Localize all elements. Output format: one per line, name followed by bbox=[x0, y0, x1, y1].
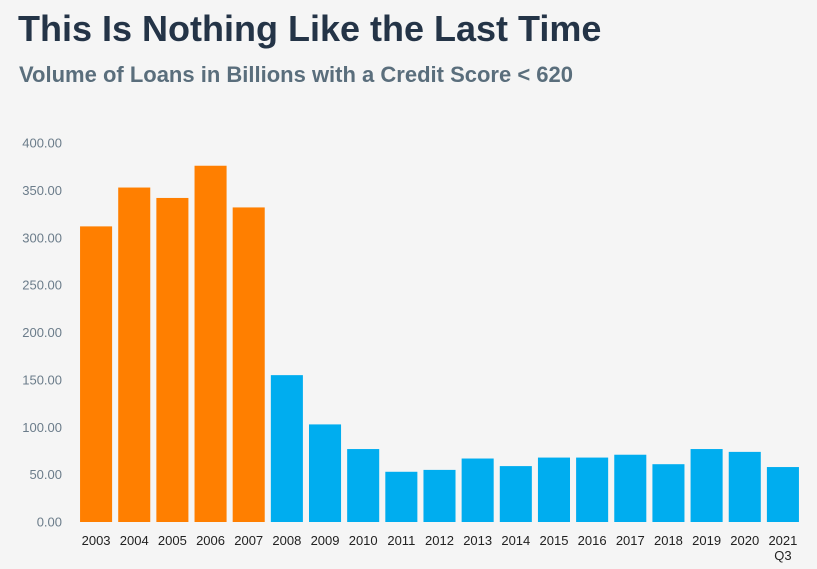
bar-2016 bbox=[576, 457, 609, 522]
bar-2019 bbox=[690, 449, 723, 522]
x-tick-label: 2003 bbox=[82, 533, 111, 548]
x-tick-label: 2020 bbox=[730, 533, 759, 548]
bar-2005 bbox=[156, 197, 189, 522]
bar-2009 bbox=[309, 424, 342, 522]
chart-title: This Is Nothing Like the Last Time bbox=[18, 8, 602, 49]
y-axis: 0.00 50.00 100.00 150.00 200.00 250.00 300.00 3… bbox=[22, 136, 62, 530]
bar-2011 bbox=[385, 471, 418, 522]
y-tick-label: 0.00 bbox=[37, 515, 62, 530]
x-tick-label: 2013 bbox=[463, 533, 492, 548]
y-tick-label: 100.00 bbox=[22, 420, 62, 435]
x-tick-label: 2018 bbox=[654, 533, 683, 548]
x-tick-label: 2008 bbox=[272, 533, 301, 548]
x-tick-label: 2012 bbox=[425, 533, 454, 548]
y-tick-label: 150.00 bbox=[22, 372, 62, 387]
x-tick-label: 2005 bbox=[158, 533, 187, 548]
x-axis: 2003 2004 2005 2006 2007 2008 2009 2010 2011 2012… bbox=[82, 533, 798, 563]
y-tick-label: 400.00 bbox=[22, 136, 62, 151]
x-tick-label: 2021 Q3 bbox=[768, 533, 797, 563]
bar-2008 bbox=[270, 375, 303, 522]
x-tick-label: 2011 bbox=[387, 533, 415, 548]
x-tick-label: 2006 bbox=[196, 533, 225, 548]
x-tick-label: 2010 bbox=[349, 533, 378, 548]
x-tick-label: 2009 bbox=[311, 533, 340, 548]
y-tick-label: 50.00 bbox=[29, 467, 62, 482]
y-tick-label: 250.00 bbox=[22, 278, 62, 293]
y-tick-label: 200.00 bbox=[22, 325, 62, 340]
bar-2010 bbox=[347, 449, 380, 522]
x-tick-label: 2007 bbox=[234, 533, 263, 548]
bar-2003 bbox=[80, 226, 113, 522]
x-tick-label: 2004 bbox=[120, 533, 149, 548]
bar-2004 bbox=[118, 187, 151, 522]
bar-2007 bbox=[232, 207, 265, 522]
x-tick-label: 2015 bbox=[540, 533, 569, 548]
bar-2014 bbox=[499, 466, 532, 522]
bar-2017 bbox=[614, 454, 647, 522]
bar-2020 bbox=[728, 451, 761, 522]
chart-subtitle: Volume of Loans in Billions with a Credi… bbox=[19, 62, 573, 87]
bar-2015 bbox=[537, 457, 570, 522]
x-tick-label: 2014 bbox=[501, 533, 530, 548]
bar-2012 bbox=[423, 469, 456, 522]
bar-2018 bbox=[652, 464, 685, 522]
bar-2021 bbox=[766, 467, 799, 522]
y-tick-label: 350.00 bbox=[22, 183, 62, 198]
y-tick-label: 300.00 bbox=[22, 230, 62, 245]
x-tick-label: 2016 bbox=[578, 533, 607, 548]
bars bbox=[80, 165, 799, 523]
x-tick-label: 2017 bbox=[616, 533, 645, 548]
bar-2006 bbox=[194, 165, 227, 523]
bar-2013 bbox=[461, 458, 494, 522]
x-tick-label: 2019 bbox=[692, 533, 721, 548]
